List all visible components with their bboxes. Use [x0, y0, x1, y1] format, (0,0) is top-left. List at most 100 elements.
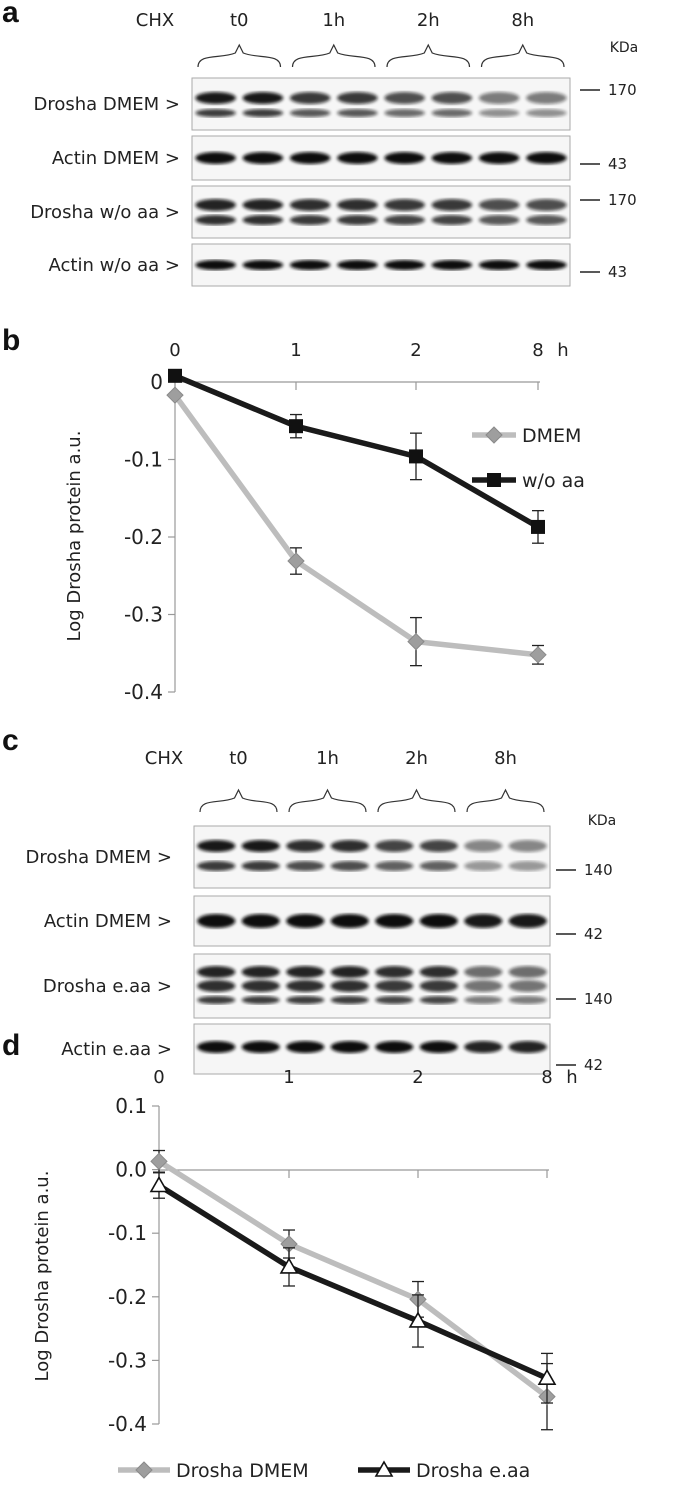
blot-band	[384, 215, 425, 225]
blot-band	[508, 861, 547, 871]
blot-band	[197, 914, 236, 928]
blot-band	[384, 260, 425, 270]
brace	[386, 43, 471, 68]
blot-band	[289, 260, 331, 270]
x-tick-label: 2	[410, 340, 421, 361]
blot-band	[375, 980, 414, 992]
timepoint-label: 2h	[405, 748, 428, 769]
blot-band	[337, 152, 378, 164]
y-tick-label: 0.1	[115, 1094, 147, 1118]
blot-band	[241, 840, 280, 852]
series-line-1	[173, 373, 540, 530]
blot-band	[419, 840, 458, 852]
x-tick-label: 1	[290, 340, 301, 361]
blot-band	[195, 152, 236, 164]
blot-band	[431, 215, 473, 225]
y-tick-label: 0	[150, 370, 163, 394]
blot-band	[195, 109, 236, 117]
blot-band	[330, 914, 369, 928]
blot-band	[526, 215, 567, 225]
chx-label: CHX	[145, 748, 183, 769]
blot-band	[195, 215, 236, 225]
legend-label: w/o aa	[522, 470, 585, 492]
blot-band	[241, 914, 280, 928]
blot-band	[464, 996, 503, 1004]
timepoint-label: 1h	[316, 748, 339, 769]
blot-band	[478, 92, 520, 104]
blot-band	[375, 996, 414, 1004]
y-tick-label: -0.1	[124, 448, 163, 472]
blot-band	[330, 996, 369, 1004]
series-line-0	[172, 393, 539, 658]
x-tick-label: 2	[412, 1067, 423, 1088]
blot-band	[478, 215, 520, 225]
blot-strip	[191, 185, 571, 239]
y-tick-label: -0.4	[124, 680, 163, 704]
blot-band	[375, 1041, 414, 1053]
blot-band	[197, 840, 236, 852]
blot-row-label: Drosha e.aa >	[43, 976, 172, 997]
blot-band	[242, 260, 284, 270]
blot-band	[508, 1041, 547, 1053]
data-point	[529, 646, 547, 664]
blot-band	[195, 92, 236, 104]
blot-strip	[193, 825, 551, 889]
blot-row-label: Drosha DMEM >	[25, 847, 172, 868]
y-tick-label: 0.0	[115, 1158, 147, 1182]
legend-marker	[135, 1461, 153, 1479]
blot-band	[286, 980, 325, 992]
blot-band	[197, 1041, 236, 1053]
blot-band	[330, 966, 369, 978]
legend-marker	[485, 426, 503, 444]
blot-band	[337, 199, 378, 211]
data-point	[531, 519, 545, 534]
blot-band	[241, 1041, 280, 1053]
blot-band	[526, 199, 567, 211]
brace	[480, 43, 565, 68]
blot-row-label: Actin w/o aa >	[49, 255, 180, 276]
timepoint-label: t0	[229, 748, 248, 769]
x-tick-label: 1	[283, 1067, 294, 1088]
x-tick-label: 0	[169, 340, 180, 361]
marker-label: 140	[584, 861, 613, 879]
blot-band	[419, 996, 458, 1004]
blot-band	[337, 260, 378, 270]
western-blot-panel-c: CHX t0 1h 2h 8h KDa Drosha DMEM > 140 Actin DMEM…	[25, 748, 616, 1075]
blot-row-label: Actin DMEM >	[44, 911, 172, 932]
y-tick-label: -0.1	[108, 1221, 147, 1245]
blot-band	[508, 996, 547, 1004]
brace	[288, 788, 367, 813]
brace	[291, 43, 376, 68]
series-line-1	[157, 1183, 549, 1381]
panel-d-letter: d	[2, 1029, 20, 1062]
x-tick-label: 8	[532, 340, 543, 361]
data-point	[166, 386, 184, 404]
blot-band	[464, 1041, 503, 1053]
blot-band	[197, 980, 236, 992]
data-point	[409, 449, 423, 464]
blot-band	[241, 996, 280, 1004]
blot-row-label: Actin e.aa >	[61, 1039, 172, 1060]
y-tick-label: -0.4	[108, 1412, 147, 1436]
line-chart-panel-b: 0 1 2 8 h 0 -0.1 -0.2 -0.3 -0.4 Log Drosha protein…	[64, 340, 585, 704]
blot-band	[241, 980, 280, 992]
legend-label: Drosha e.aa	[416, 1460, 530, 1482]
data-point	[279, 1257, 299, 1274]
blot-band	[337, 109, 378, 117]
blot-band	[478, 152, 520, 164]
blot-band	[464, 861, 503, 871]
y-tick-label: -0.3	[124, 603, 163, 627]
blot-band	[375, 861, 414, 871]
brace	[466, 788, 545, 813]
western-blot-panel-a: CHX t0 1h 2h 8h KDa Drosha DMEM > 170 Actin DMEM…	[30, 10, 638, 287]
y-tick-label: -0.3	[108, 1348, 147, 1372]
blot-band	[431, 92, 473, 104]
blot-band	[431, 199, 473, 211]
blot-band	[286, 914, 325, 928]
blot-band	[330, 861, 369, 871]
data-point	[407, 632, 425, 651]
blot-band	[478, 109, 520, 117]
blot-band	[526, 109, 567, 117]
blot-band	[419, 980, 458, 992]
